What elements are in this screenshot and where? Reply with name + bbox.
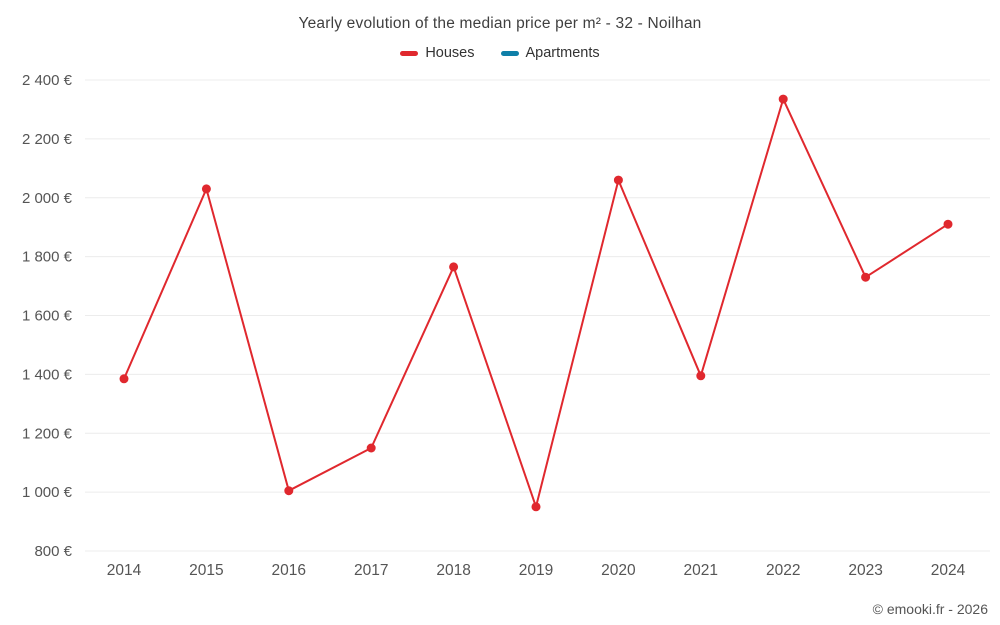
series-line-houses bbox=[123, 98, 949, 508]
x-tick-label: 2015 bbox=[189, 562, 223, 579]
x-tick-label: 2022 bbox=[766, 562, 800, 579]
copyright-credit: © emooki.fr - 2026 bbox=[872, 601, 988, 617]
x-tick-label: 2020 bbox=[601, 562, 636, 579]
y-tick-label: 2 000 € bbox=[22, 190, 73, 207]
legend-label-houses: Houses bbox=[425, 45, 475, 61]
data-point-houses[interactable] bbox=[366, 443, 376, 453]
y-tick-label: 800 € bbox=[34, 543, 72, 560]
x-tick-label: 2017 bbox=[354, 562, 388, 579]
apartments-series-swatch bbox=[500, 50, 519, 56]
data-point-houses[interactable] bbox=[943, 219, 953, 229]
y-tick-label: 1 000 € bbox=[22, 484, 73, 501]
data-point-houses[interactable] bbox=[613, 175, 623, 185]
x-tick-label: 2016 bbox=[272, 562, 306, 579]
legend: Houses Apartments bbox=[0, 42, 1000, 64]
chart-area: 800 € 1 000 € 1 200 € 1 400 € 1 600 € 1 800 €… bbox=[0, 66, 1000, 621]
y-tick-label: 1 800 € bbox=[22, 249, 73, 266]
data-point-houses[interactable] bbox=[119, 374, 129, 384]
y-tick-label: 2 200 € bbox=[22, 131, 73, 148]
chart-canvas: 800 € 1 000 € 1 200 € 1 400 € 1 600 € 1 800 €… bbox=[22, 72, 990, 579]
x-tick-label: 2023 bbox=[848, 562, 882, 579]
data-point-houses[interactable] bbox=[778, 94, 788, 104]
x-tick-label: 2019 bbox=[519, 562, 553, 579]
y-tick-label: 1 600 € bbox=[22, 308, 73, 325]
data-point-houses[interactable] bbox=[531, 502, 541, 512]
data-point-houses[interactable] bbox=[201, 184, 211, 194]
x-tick-label: 2021 bbox=[684, 562, 718, 579]
y-tick-label: 1 200 € bbox=[22, 425, 73, 442]
data-point-houses[interactable] bbox=[696, 371, 706, 381]
y-tick-label: 1 400 € bbox=[22, 366, 73, 383]
x-tick-label: 2014 bbox=[107, 562, 142, 579]
legend-item-houses[interactable]: Houses bbox=[400, 45, 475, 61]
houses-series-swatch bbox=[400, 50, 419, 56]
x-tick-label: 2024 bbox=[931, 562, 966, 579]
y-tick-label: 2 400 € bbox=[22, 72, 73, 89]
chart-title: Yearly evolution of the median price per… bbox=[298, 15, 702, 32]
legend-label-apartments: Apartments bbox=[525, 45, 600, 61]
data-point-houses[interactable] bbox=[284, 486, 294, 496]
x-tick-label: 2018 bbox=[436, 562, 470, 579]
data-point-houses[interactable] bbox=[449, 262, 459, 272]
legend-item-apartments[interactable]: Apartments bbox=[500, 45, 600, 61]
data-point-houses[interactable] bbox=[861, 272, 871, 282]
